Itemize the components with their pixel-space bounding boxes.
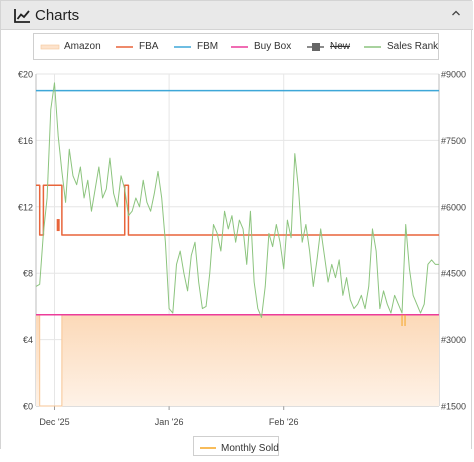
y-left-tick-label: €16 [18, 136, 33, 146]
chart-legend: Amazon FBA FBM Buy Box New Sales Rank [33, 33, 439, 60]
charts-panel: Charts [0, 0, 473, 449]
fbm-line-swatch-icon [174, 46, 191, 48]
series-fba-line [36, 184, 439, 236]
sales-rank-line-swatch-icon [364, 46, 381, 48]
chart-line-icon [14, 9, 30, 23]
legend-label-fba: FBA [139, 41, 159, 52]
series-sales_rank-line [35, 82, 439, 318]
y-left-tick-label: €0 [23, 402, 33, 412]
chevron-up-icon[interactable] [450, 7, 462, 19]
legend-label-fbm: FBM [197, 41, 219, 52]
bottom-legend: Monthly Sold [193, 436, 279, 456]
y-right-tick-label: #4500 [441, 269, 466, 279]
price-history-chart: €0 #1500 €4 #3000 €8 #4500 €12 #6000 €16 #7500 €20… [18, 70, 466, 428]
series-amazon-area [36, 314, 439, 406]
x-tick-label: Feb '26 [269, 417, 299, 427]
legend-label-monthly-sold: Monthly Sold [221, 443, 279, 454]
y-right-tick-label: #1500 [441, 402, 466, 412]
legend-label-amazon: Amazon [64, 41, 101, 52]
buy-box-line-swatch-icon [231, 46, 248, 48]
y-left-tick-label: €4 [23, 335, 33, 345]
monthly-sold-swatch-icon [200, 447, 216, 449]
x-tick-label: Jan '26 [155, 417, 184, 427]
legend-label-buy-box: Buy Box [254, 41, 292, 52]
y-left-tick-label: €20 [18, 70, 33, 80]
legend-item-monthly-sold[interactable]: Monthly Sold [194, 437, 279, 462]
y-left-tick-label: €8 [23, 269, 33, 279]
y-right-tick-label: #6000 [441, 202, 466, 212]
new-line-marker-swatch-icon [307, 43, 324, 51]
panel-title: Charts [35, 7, 80, 24]
y-right-tick-label: #3000 [441, 335, 466, 345]
legend-label-sales-rank: Sales Rank [387, 41, 439, 52]
y-right-tick-label: #7500 [441, 136, 466, 146]
y-right-tick-label: #9000 [441, 70, 466, 80]
amazon-area-swatch-icon [40, 44, 60, 50]
legend-label-new: New [330, 41, 351, 52]
y-left-tick-label: €12 [18, 202, 33, 212]
marker-fba [56, 219, 60, 232]
fba-line-swatch-icon [116, 46, 133, 48]
x-tick-label: Dec '25 [39, 417, 69, 427]
panel-header[interactable]: Charts [1, 1, 473, 30]
